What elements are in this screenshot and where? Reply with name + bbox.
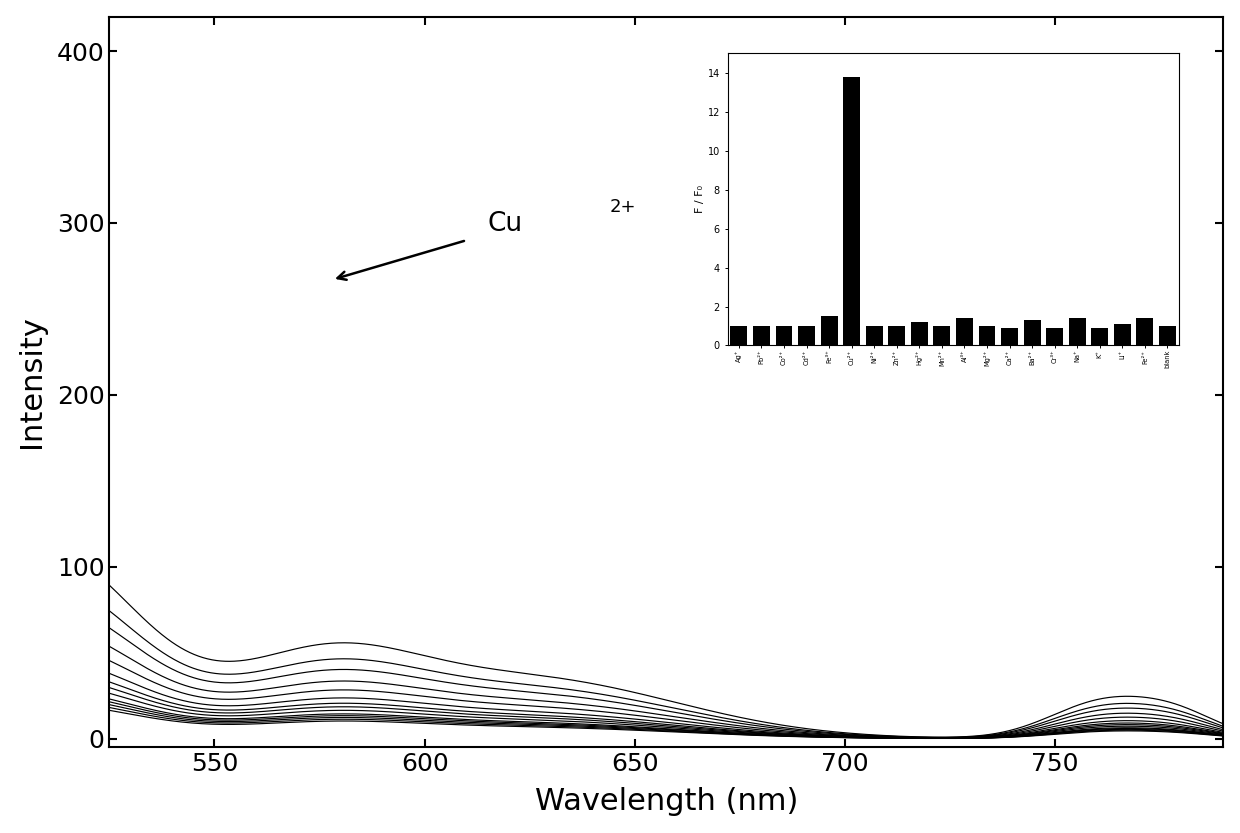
Y-axis label: Intensity: Intensity	[16, 316, 46, 448]
Text: Cu: Cu	[487, 211, 523, 237]
Text: 2+: 2+	[610, 198, 636, 216]
X-axis label: Wavelength (nm): Wavelength (nm)	[534, 787, 799, 816]
